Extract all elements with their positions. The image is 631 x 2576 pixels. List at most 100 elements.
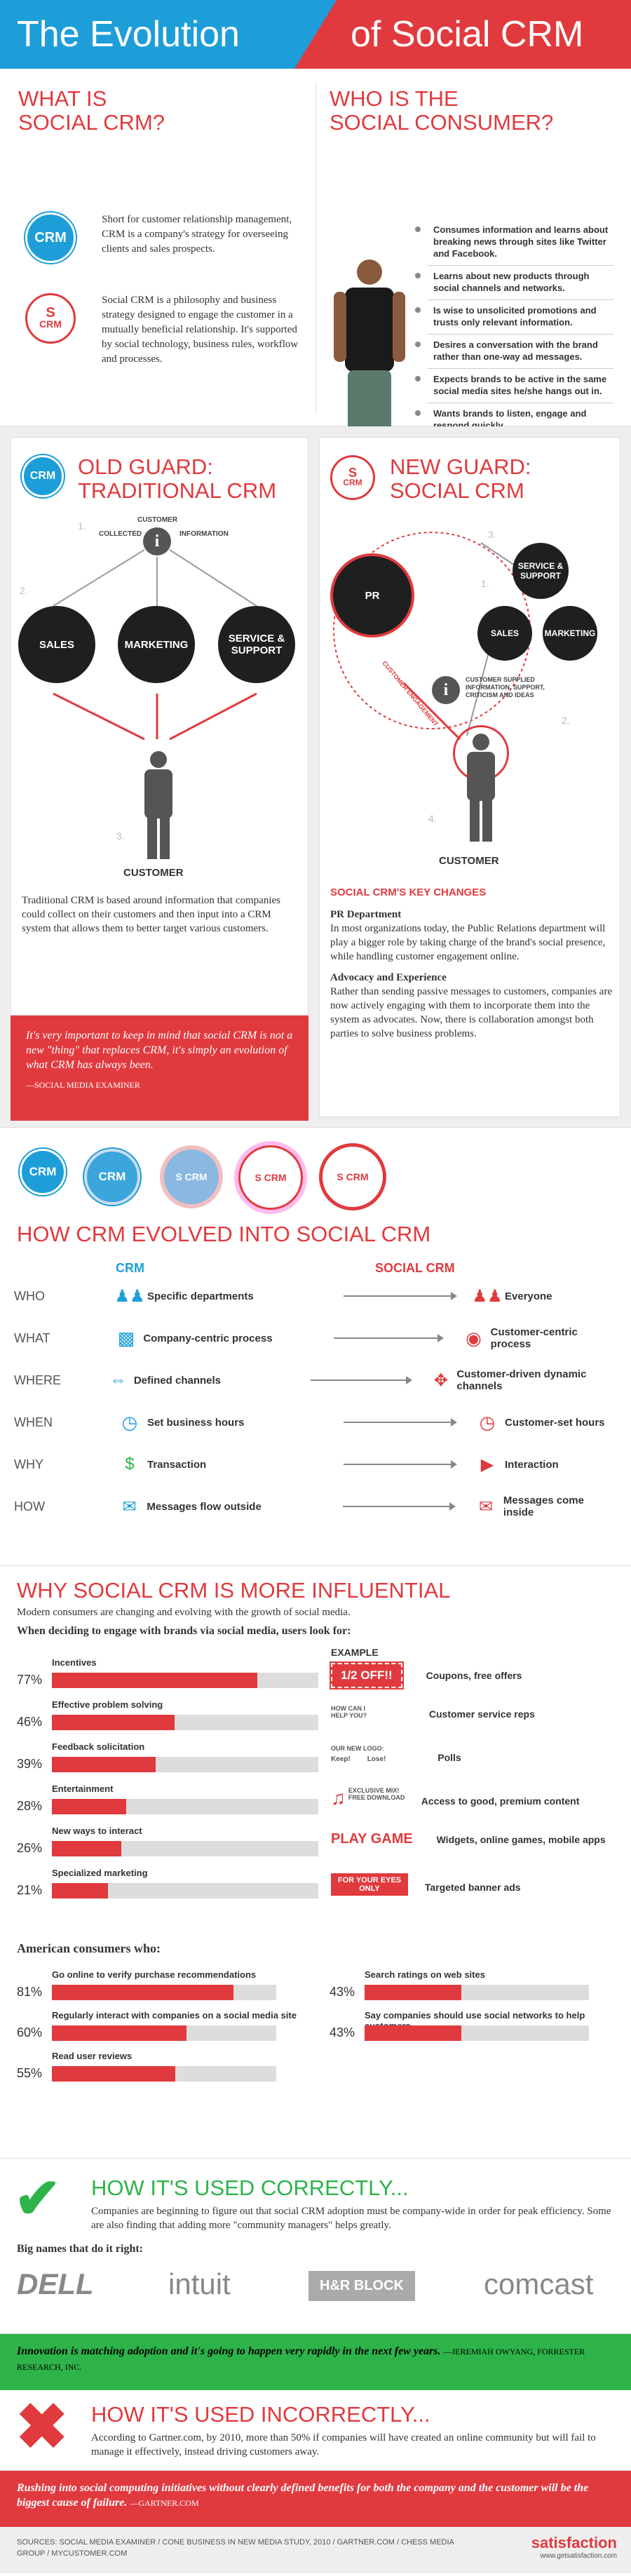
pr-node: PR: [330, 553, 414, 638]
customer-top-label: CUSTOMER: [137, 516, 178, 524]
old-crm-badge: CRM: [22, 455, 64, 497]
service-support-node-new: SERVICE & SUPPORT: [513, 543, 569, 599]
service-support-node: SERVICE & SUPPORT: [218, 606, 295, 683]
sources: SOURCES: SOCIAL MEDIA EXAMINER / CONE BU…: [17, 2538, 454, 2558]
footer: SOURCES: SOCIAL MEDIA EXAMINER / CONE BU…: [0, 2527, 631, 2573]
people-icon: ♟♟: [114, 1286, 145, 1306]
bar-value-label: 21%: [17, 1883, 43, 1897]
bar-track: [52, 1883, 318, 1899]
hr-block-logo: H&R BLOCK: [308, 2271, 415, 2301]
bar: [52, 1985, 234, 2000]
step-3-new: 3.: [488, 529, 496, 540]
bar-track: [52, 2025, 276, 2041]
marketing-node-new: MARKETING: [543, 606, 597, 661]
evolved-row-what: WHAT ▩ Company-centric process ◉ Customer-ce…: [14, 1317, 617, 1359]
col-crm: CRM: [116, 1261, 144, 1275]
key-changes-title: SOCIAL CRM'S KEY CHANGES: [330, 886, 487, 898]
col-social-crm: SOCIAL CRM: [375, 1261, 455, 1275]
bar: [52, 1673, 257, 1688]
bar: [52, 2025, 186, 2041]
incorrect-heading: HOW IT'S USED INCORRECTLY...: [91, 2402, 430, 2427]
bar: [52, 1883, 108, 1899]
customer-silhouette: [144, 751, 172, 859]
consumer-traits: Consumes information and learns about br…: [415, 220, 613, 438]
example-banner: FOR YOUR EYES ONLY Targeted banner ads: [331, 1873, 611, 1896]
evolved-section: HOW CRM EVOLVED INTO SOCIAL CRM CRM SOCI…: [0, 1208, 631, 1566]
bar: [52, 2066, 175, 2082]
american-title: American consumers who:: [17, 1941, 161, 1955]
info-icon: i: [143, 527, 171, 555]
envelope-in-icon: ✉: [478, 1497, 494, 1516]
bar: [365, 2025, 461, 2041]
bar-value-label: 43%: [330, 2025, 355, 2039]
bar-value-label: 28%: [17, 1799, 43, 1813]
trait-item: Desires a conversation with the brand ra…: [415, 335, 613, 369]
sales-node: SALES: [18, 606, 95, 683]
title-right: of Social CRM: [294, 0, 631, 69]
evolved-row-why: WHY $ Transaction ▶ Interaction: [14, 1443, 617, 1485]
correct-text: Companies are beginning to figure out th…: [91, 2206, 611, 2231]
what-is-heading: WHAT IS SOCIAL CRM?: [18, 86, 165, 135]
example-header: EXAMPLE: [331, 1647, 379, 1658]
example-coupon: 1/2 OFF!! Coupons, free offers: [330, 1661, 611, 1690]
key-changes: PR Department In most organizations toda…: [330, 909, 612, 1039]
information-label: INFORMATION: [179, 530, 229, 538]
step-4-new: 4.: [428, 813, 437, 824]
example-service: HOW CAN I HELP YOU? Customer service rep…: [331, 1705, 535, 1720]
bar-label: Read user reviews: [52, 2051, 133, 2061]
evolved-heading: HOW CRM EVOLVED INTO SOCIAL CRM: [17, 1222, 431, 1246]
intro-section: WHAT IS SOCIAL CRM? CRM Short for custome…: [0, 69, 631, 487]
bar: [52, 1799, 127, 1814]
info-icon-new: i: [432, 676, 460, 704]
title-left: The Evolution: [0, 0, 330, 69]
dollar-icon: $: [125, 1455, 135, 1474]
evo-badge: CRM: [20, 1149, 66, 1195]
customer-clock-icon: ◷: [479, 1411, 496, 1433]
customer-label: CUSTOMER: [123, 867, 184, 879]
influential-section: WHY SOCIAL CRM IS MORE INFLUENTIAL Moder…: [0, 1566, 631, 2159]
bar-label: Specialized marketing: [52, 1868, 148, 1878]
quote-owyang: Innovation is matching adoption and it's…: [0, 2334, 631, 2390]
bar-label: Go online to verify purchase recommendat…: [52, 1969, 257, 1980]
influential-sub: Modern consumers are changing and evolvi…: [17, 1607, 351, 1618]
bar-label: New ways to interact: [52, 1826, 142, 1836]
trait-item: Consumes information and learns about br…: [415, 220, 613, 266]
bar-label: Search ratings on web sites: [365, 1969, 485, 1980]
bar-label: Incentives: [52, 1657, 97, 1668]
old-arrows: [53, 549, 257, 741]
crm-badge: CRM: [25, 213, 76, 263]
bar-track: [52, 1673, 318, 1688]
bar-value-label: 77%: [17, 1673, 43, 1687]
step-1: 1.: [78, 520, 86, 532]
example-widgets: PLAY GAME Widgets, online games, mobile …: [331, 1831, 606, 1847]
bar-value-label: 46%: [17, 1715, 43, 1729]
bar-value-label: 81%: [17, 1985, 43, 1999]
bar-label: Effective problem solving: [52, 1699, 163, 1710]
social-crm-definition: Social CRM is a philosophy and business …: [102, 295, 299, 365]
new-guard-heading: NEW GUARD: SOCIAL CRM: [390, 454, 531, 503]
satisfaction-logo[interactable]: satisfaction www.getsatisfaction.com: [531, 2534, 617, 2560]
customer-silhouette-new: [467, 734, 495, 842]
names-title: Big names that do it right:: [17, 2243, 143, 2255]
bar-value-label: 26%: [17, 1841, 43, 1855]
collected-label: COLLECTED: [99, 530, 142, 538]
bar-track: [52, 1715, 318, 1730]
bar-track: [52, 1757, 318, 1772]
bar-value-label: 60%: [17, 2025, 43, 2039]
marketing-node: MARKETING: [118, 606, 195, 683]
who-is-heading: WHO IS THE SOCIAL CONSUMER?: [330, 86, 554, 135]
bar-value-label: 55%: [17, 2066, 43, 2080]
building-icon: ▩: [117, 1327, 135, 1349]
sales-node-new: SALES: [477, 606, 532, 661]
bar-value-label: 39%: [17, 1757, 43, 1771]
evolution-badges: CRM CRM S CRM S CRM S CRM: [0, 1128, 631, 1211]
step-2-new: 2.: [562, 715, 570, 726]
trait-item: Learns about new products through social…: [415, 266, 613, 300]
bar-track: [365, 1985, 589, 2000]
clock-icon: ◷: [121, 1411, 138, 1433]
old-guard-heading: OLD GUARD: TRADITIONAL CRM: [78, 454, 277, 503]
crowd-icon: ♟♟: [472, 1286, 503, 1306]
example-content: ♫ EXCLUSIVE MIX! FREE DOWNLOAD Access to…: [331, 1787, 580, 1809]
trait-item: Expects brands to be active in the same …: [415, 369, 613, 403]
